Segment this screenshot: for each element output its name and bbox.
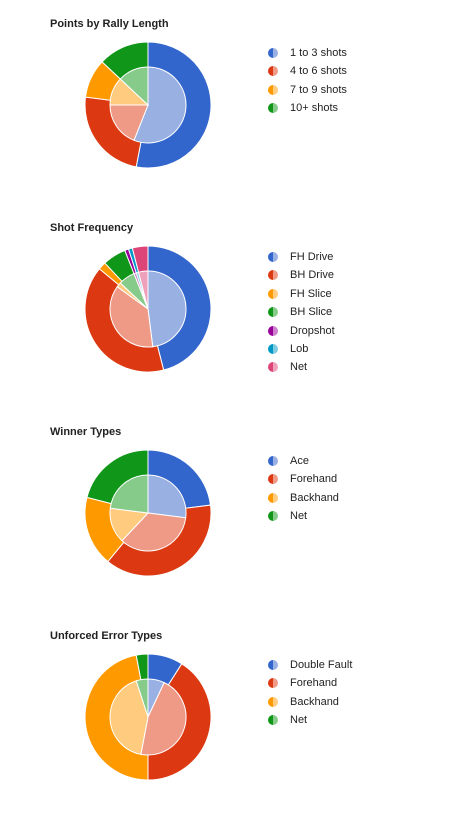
- legend-swatch-icon: [268, 103, 278, 114]
- legend-label: Double Fault: [290, 659, 353, 671]
- nested-pie-chart: [84, 245, 212, 373]
- legend-label: 7 to 9 shots: [290, 83, 347, 96]
- legend-swatch-icon: [268, 492, 278, 503]
- legend-swatch-icon: [268, 288, 278, 299]
- legend-label: BH Drive: [290, 269, 335, 282]
- legend-swatch-icon: [268, 511, 278, 522]
- inner-ring-slice-4-to-6-shots[interactable]: [109, 104, 149, 141]
- legend-swatch-icon: [268, 48, 278, 58]
- legend-swatch-icon: [268, 84, 278, 95]
- legend-label: Backhand: [290, 491, 339, 504]
- legend-label: BH Slice: [290, 306, 333, 319]
- legend-label: Dropshot: [290, 324, 335, 337]
- inner-ring-slice-net[interactable]: [109, 474, 149, 514]
- legend-label: Net: [290, 361, 308, 374]
- legend-label: Net: [290, 714, 308, 727]
- chart-points-by-rally-length: Points by Rally Length 1 to 3 shots 4 to 6…: [0, 8, 468, 203]
- legend-swatch-icon: [268, 456, 278, 466]
- inner-ring-slice-forehand[interactable]: [140, 681, 187, 756]
- legend-label: 10+ shots: [290, 102, 339, 115]
- legend-label: Lob: [290, 342, 309, 355]
- legend-label: Backhand: [290, 695, 339, 708]
- legend-label: Net: [290, 510, 308, 523]
- legend-swatch-icon: [268, 307, 278, 318]
- inner-ring-slice-ace[interactable]: [147, 474, 187, 519]
- chart-shot-frequency: Shot Frequency FH Drive BH Drive FH Slice BH…: [0, 212, 468, 407]
- inner-ring-slice-forehand[interactable]: [121, 512, 187, 552]
- chart-unforced-error-types: Unforced Error Types Double Fault Forehand…: [0, 620, 468, 815]
- legend-swatch-icon: [268, 660, 278, 670]
- inner-ring-slice-1-to-3-shots[interactable]: [133, 66, 187, 144]
- legend-swatch-icon: [268, 715, 278, 726]
- inner-ring-slice-bh-drive[interactable]: [109, 285, 154, 348]
- nested-pie-chart: [84, 653, 212, 781]
- legend-label: 4 to 6 shots: [290, 65, 347, 78]
- legend-swatch-icon: [268, 362, 278, 373]
- chart-title: Shot Frequency: [50, 222, 134, 234]
- inner-ring-slice-net[interactable]: [135, 678, 149, 718]
- legend-swatch-icon: [268, 343, 278, 354]
- inner-ring-slice-backhand[interactable]: [109, 680, 149, 755]
- chart-title: Winner Types: [50, 426, 122, 438]
- legend-label: FH Drive: [290, 251, 334, 263]
- inner-ring-slice-10-shots[interactable]: [119, 66, 149, 107]
- chart-title: Unforced Error Types: [50, 630, 163, 642]
- legend-label: 1 to 3 shots: [290, 47, 347, 59]
- inner-ring-slice-fh-drive[interactable]: [147, 270, 187, 348]
- inner-ring-slice-net[interactable]: [137, 270, 149, 310]
- legend-label: Forehand: [290, 677, 338, 690]
- legend-swatch-icon: [268, 696, 278, 707]
- legend-swatch-icon: [268, 270, 278, 281]
- legend-swatch-icon: [268, 474, 278, 485]
- legend-swatch-icon: [268, 252, 278, 262]
- nested-pie-chart: [84, 449, 212, 577]
- nested-pie-chart: [84, 41, 212, 169]
- legend-swatch-icon: [268, 325, 278, 336]
- chart-title: Points by Rally Length: [50, 18, 169, 30]
- legend-label: Ace: [290, 455, 309, 467]
- legend-label: FH Slice: [290, 287, 332, 300]
- legend-label: Forehand: [290, 473, 338, 486]
- chart-winner-types: Winner Types Ace Forehand Backhand Net: [0, 416, 468, 611]
- legend-swatch-icon: [268, 678, 278, 689]
- legend-swatch-icon: [268, 66, 278, 77]
